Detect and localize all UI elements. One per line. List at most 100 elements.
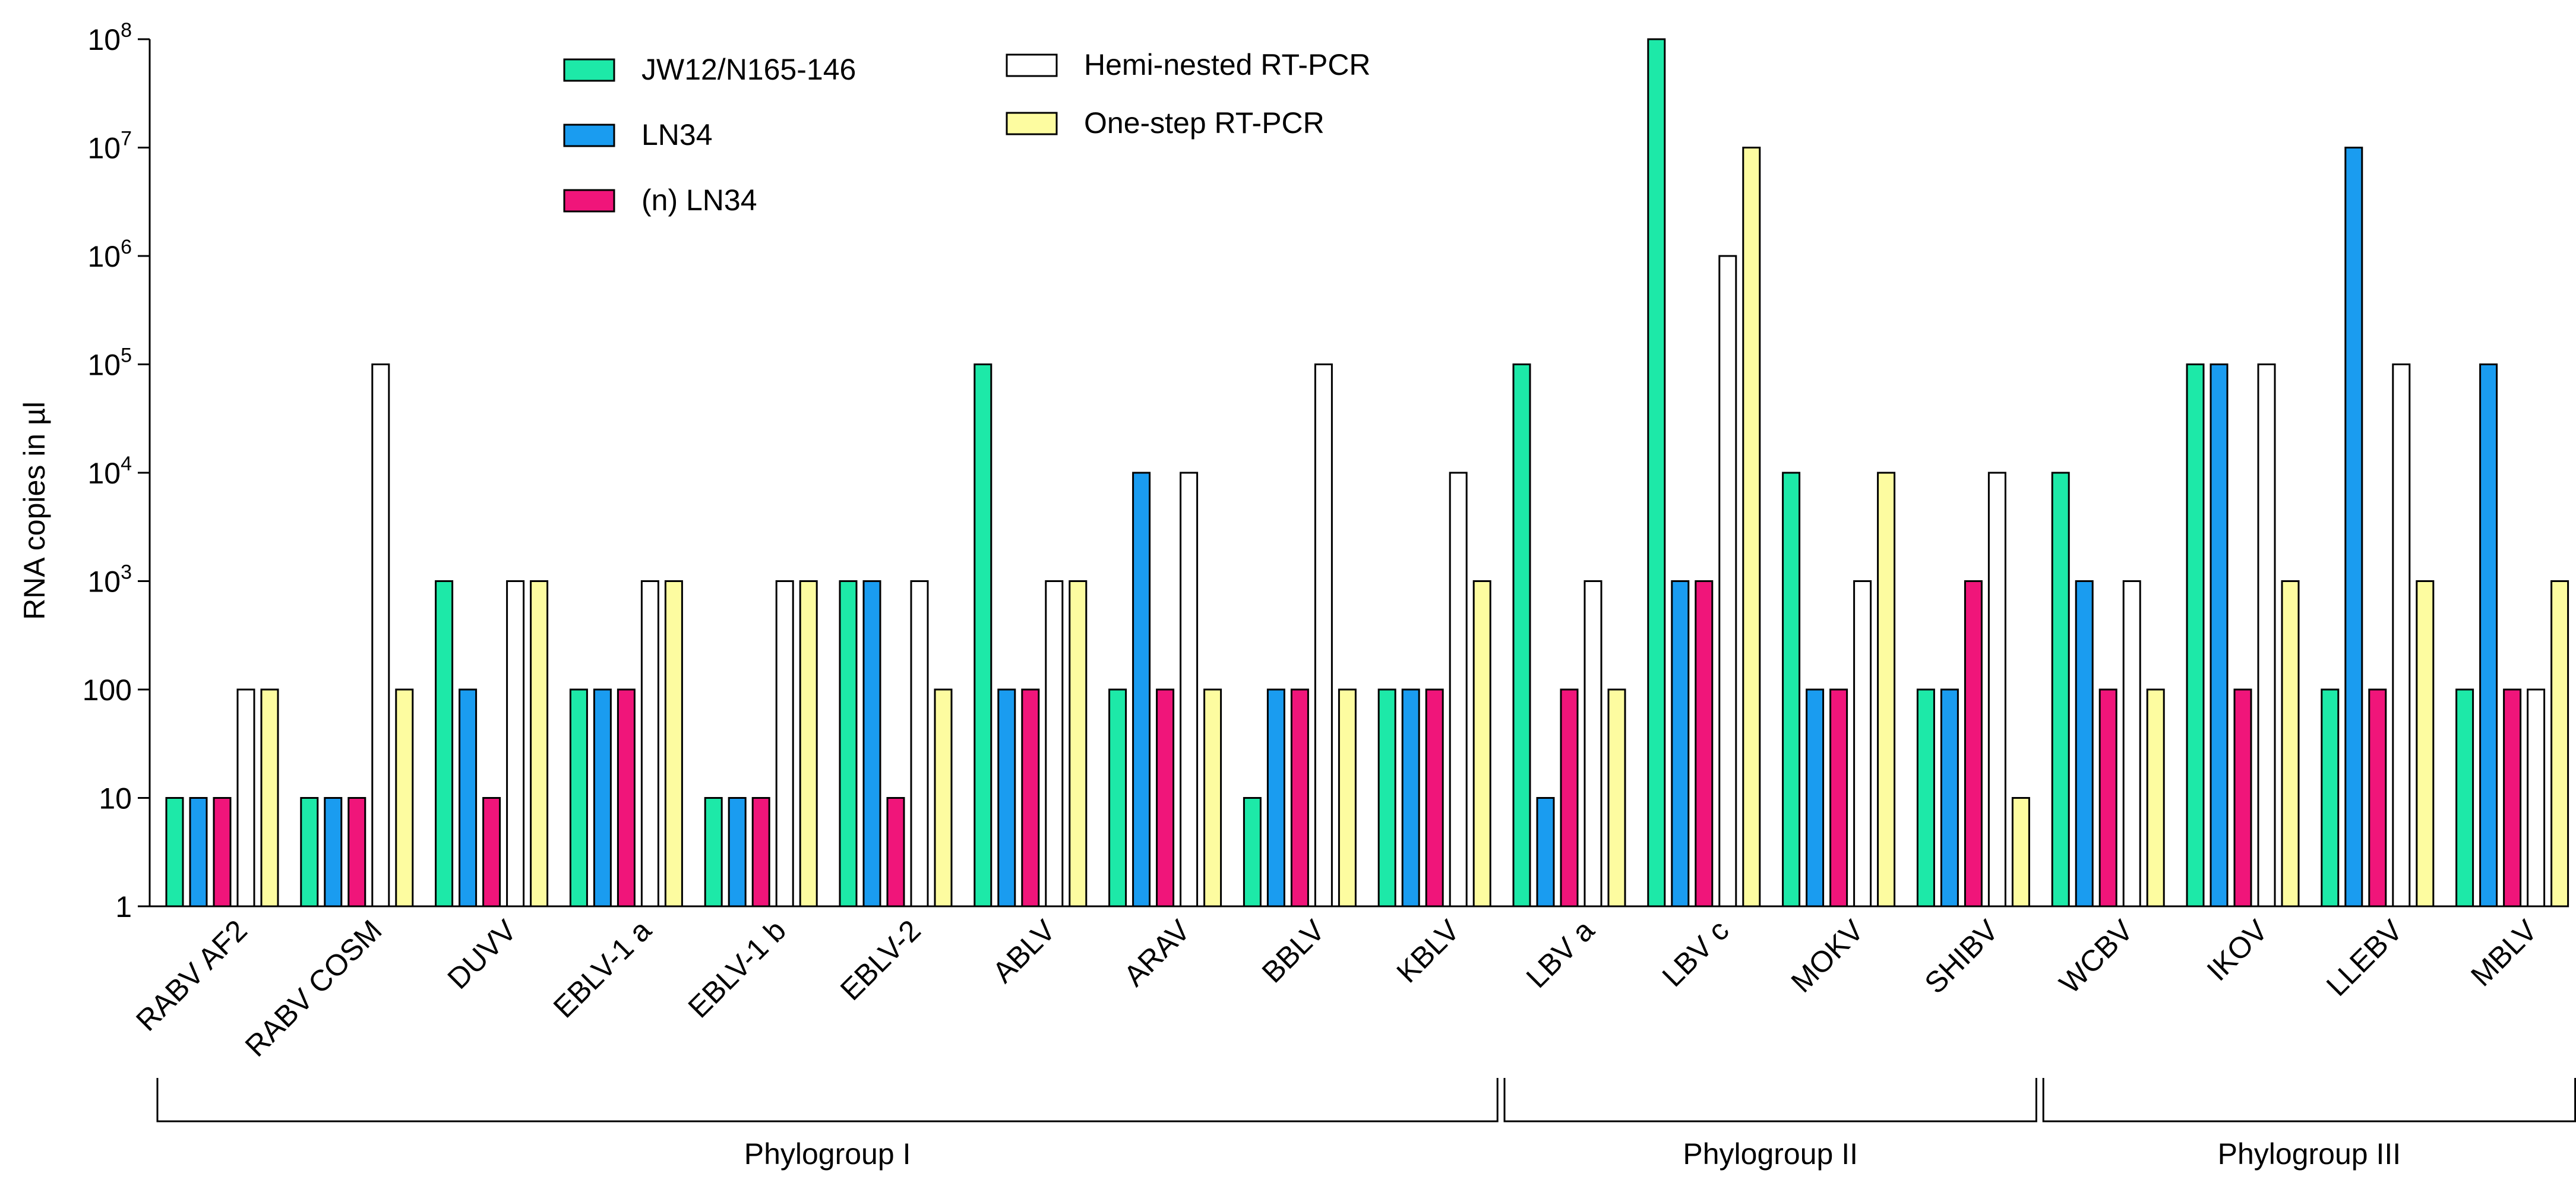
bar [2233,688,2252,907]
bar [1314,363,1333,907]
bar [2281,580,2300,907]
bar [2455,688,2474,907]
legend-item: (n) LN34 [563,184,757,217]
phylogroup-bracket: Phylogroup I [156,1078,1499,1171]
bar [593,688,612,907]
bar [1583,580,1603,907]
bar [1560,688,1579,907]
bar-group [569,580,683,907]
y-axis-label: RNA copies in µl [18,401,51,620]
x-tick-label: EBLV-2 [834,913,927,1007]
bar-group [1377,472,1491,907]
y-axis: 1 10 100 103 104 105 106 107 108 [83,19,151,924]
bar [2392,363,2411,907]
bar [799,580,818,907]
bar [1853,580,1872,907]
x-tick-label: RABV COSM [239,913,388,1063]
bar-group [839,580,953,907]
bar [2527,688,2546,907]
bar-group [1782,472,1896,907]
y-tick-label: 10 [99,782,132,815]
bar [1829,688,1848,907]
bar [2098,688,2117,907]
legend-label: (n) LN34 [641,184,757,217]
bar-group [1647,38,1761,907]
bar [1742,147,1761,907]
bar-group [2051,472,2165,907]
bar [1180,472,1199,907]
bracket-line [2042,1078,2576,1122]
bar [2186,363,2205,907]
bar [2257,363,2276,907]
legend-label: LN34 [641,118,713,151]
bar [2321,688,2340,907]
bar [1401,688,1420,907]
bar [2210,363,2229,907]
bar [2550,580,2569,907]
legend: JW12/N165-146 LN34 (n) LN34 Hemi-nested RT-… [563,48,1371,217]
x-tick-label: BBLV [1256,913,1332,989]
phylogroup-label: Phylogroup II [1683,1137,1858,1171]
bar [997,688,1016,907]
legend-label: One-step RT-PCR [1084,106,1325,140]
y-tick-label: 107 [87,128,132,165]
bar [1132,472,1151,907]
bar [886,797,905,907]
bar-group [2455,363,2569,907]
bracket-line [1503,1078,2037,1122]
bar [973,363,993,907]
bar [2122,580,2141,907]
x-tick-label: LLEBV [2320,913,2409,1003]
x-tick-label: LBV a [1520,913,1601,994]
bar [1536,797,1555,907]
y-tick-label: 106 [87,236,132,273]
y-tick-label: 104 [87,453,132,490]
bar-group [973,363,1088,907]
bar [371,363,390,907]
bar [165,797,184,907]
bar-group [1243,363,1357,907]
bar [1338,688,1357,907]
bar [2479,363,2498,907]
bar [839,580,858,907]
y-tick-label: 103 [87,561,132,599]
bar [189,797,208,907]
y-tick-label: 100 [83,673,132,707]
bar [751,797,770,907]
bar [2146,688,2165,907]
bar [482,797,501,907]
legend-label: JW12/N165-146 [641,53,856,86]
legend-swatch [1006,53,1058,77]
bar-group [1512,363,1626,907]
bar-group [435,580,549,907]
bar [260,688,279,907]
legend-label: Hemi-nested RT-PCR [1084,48,1371,81]
bar-group [165,688,279,907]
bar [530,580,549,907]
bar [1964,580,1983,907]
x-tick-label: DUVV [441,913,523,995]
bar [2344,147,2363,907]
phylogroup-bracket: Phylogroup III [2042,1078,2576,1171]
x-tick-label: MBLV [2464,913,2544,993]
bar [664,580,683,907]
x-tick-label: KBLV [1390,913,1466,989]
legend-item: One-step RT-PCR [1006,106,1325,140]
phylogroup-bracket: Phylogroup II [1503,1078,2037,1171]
bar [1156,688,1175,907]
phylogroup-label: Phylogroup III [2218,1137,2401,1171]
bar [2051,472,2070,907]
legend-item: LN34 [563,118,713,151]
bar-group [2186,363,2300,907]
y-tick-label: 1 [115,890,132,924]
y-tick-label: 105 [87,344,132,382]
x-tick-label: WCBV [2053,913,2139,1000]
bar [1916,688,1935,907]
bar [1045,580,1064,907]
bar [2503,688,2522,907]
bracket-line [156,1078,1499,1122]
bar [934,688,953,907]
bars-layer [165,38,2569,907]
legend-swatch [563,124,615,147]
